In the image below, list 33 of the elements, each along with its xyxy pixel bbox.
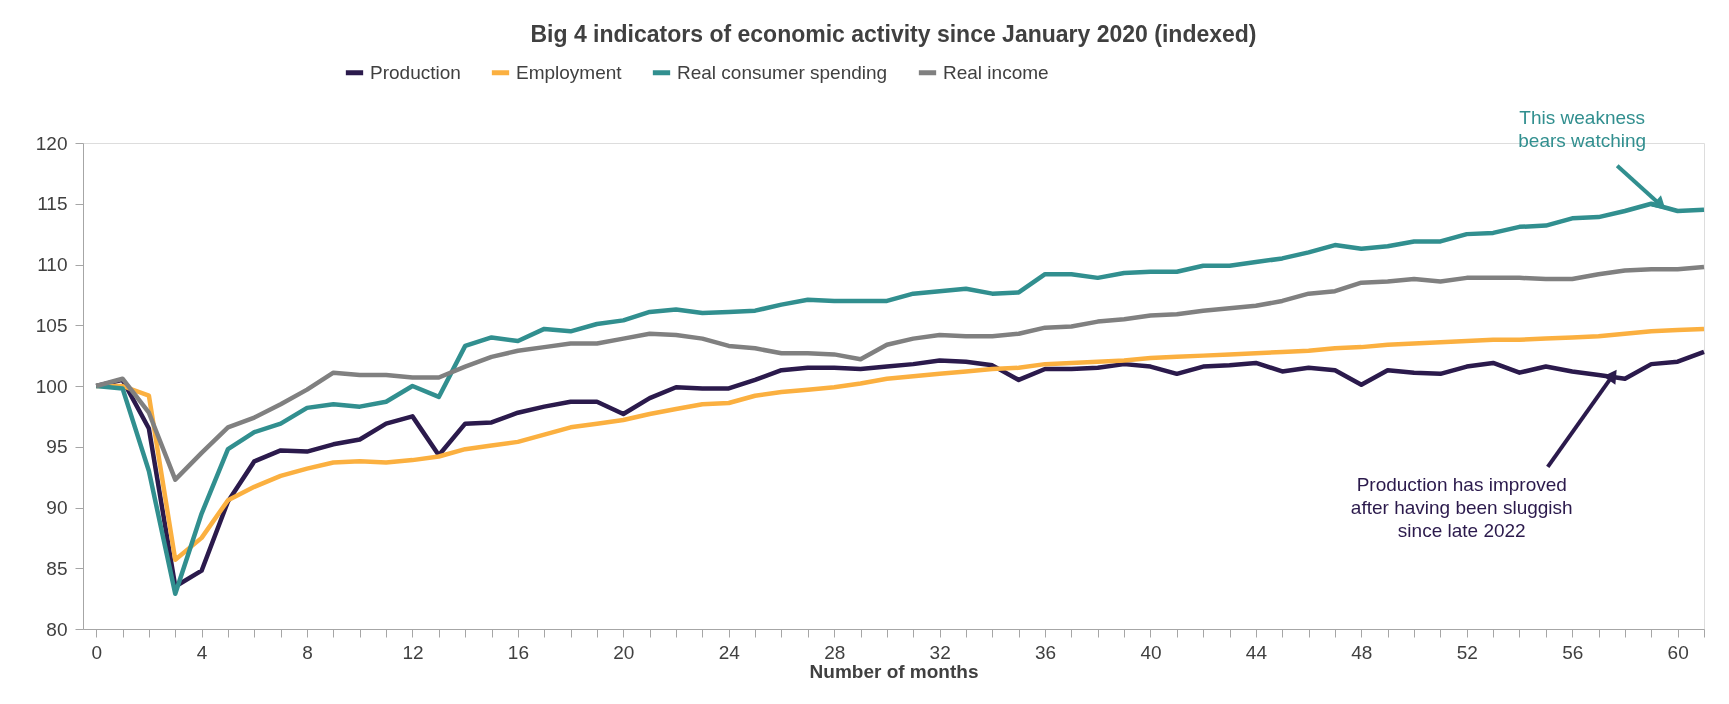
y-tick-label: 110 (37, 254, 68, 275)
legend-label: Employment (516, 61, 623, 83)
x-tick-label: 44 (1245, 641, 1268, 663)
x-tick-label: 24 (718, 641, 741, 663)
legend-label: Real consumer spending (677, 61, 888, 83)
x-tick-label: 52 (1456, 641, 1478, 663)
x-tick-label: 28 (824, 641, 846, 663)
x-tick-label: 56 (1562, 641, 1584, 663)
x-tick-label: 48 (1351, 641, 1373, 663)
x-tick-label: 8 (302, 641, 313, 663)
y-tick-label: 115 (37, 193, 68, 215)
chart-title: Big 4 indicators of economic activity since January 2020 (indexed) (530, 21, 1257, 47)
x-tick-label: 60 (1667, 641, 1689, 663)
y-tick-label: 85 (46, 557, 68, 579)
y-tick-label: 95 (46, 436, 68, 458)
x-tick-label: 12 (402, 641, 424, 663)
y-tick-label: 120 (35, 132, 68, 154)
y-tick-label: 90 (46, 497, 68, 518)
annotation: This weakness bears watching (1518, 106, 1647, 151)
x-tick-label: 32 (929, 641, 951, 663)
y-tick-label: 100 (35, 375, 68, 397)
legend-label: Real income (943, 61, 1049, 83)
x-tick-label: 16 (507, 641, 529, 663)
x-tick-label: 0 (91, 641, 102, 663)
x-axis-title: Number of months (809, 660, 979, 682)
x-tick-label: 20 (613, 641, 635, 663)
legend-label: Production (370, 61, 461, 83)
x-tick-label: 40 (1140, 641, 1162, 663)
x-tick-label: 4 (196, 641, 208, 663)
y-tick-label: 105 (35, 314, 68, 336)
y-tick-label: 80 (46, 618, 68, 640)
annotation: Production has improved after having been sluggish since late 2022 (1350, 473, 1573, 541)
x-tick-label: 36 (1034, 641, 1057, 663)
